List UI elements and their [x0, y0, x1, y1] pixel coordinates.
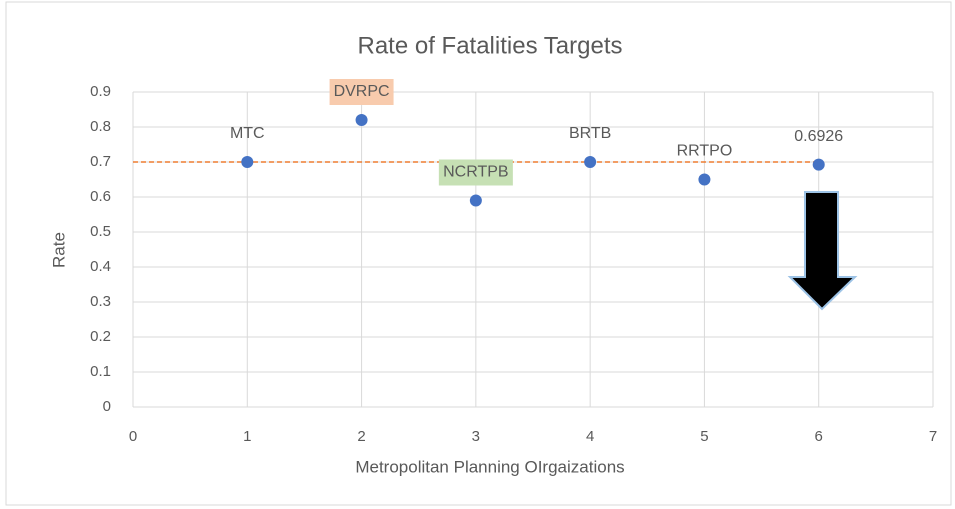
- chart-title: Rate of Fatalities Targets: [357, 32, 622, 59]
- y-axis-label: Rate: [49, 232, 68, 268]
- x-tick-label: 5: [700, 428, 708, 445]
- point: [584, 156, 597, 168]
- point: [812, 158, 825, 171]
- x-tick-label: 1: [243, 428, 251, 445]
- x-axis-label: Metropolitan Planning OIrgaizations: [355, 457, 624, 476]
- y-tick-label: 0: [103, 398, 111, 415]
- x-tick-label: 2: [357, 428, 365, 445]
- arrow-shape: [787, 191, 858, 311]
- down-arrow: [787, 191, 858, 311]
- y-tick-label: 0.3: [90, 293, 111, 310]
- y-tick-label: 0.9: [90, 83, 111, 100]
- point: [469, 194, 482, 207]
- data-label: 0.6926: [794, 128, 843, 145]
- x-tick-label: 0: [129, 428, 137, 445]
- data-label: DVRPC: [334, 83, 390, 100]
- point: [698, 173, 711, 186]
- label-box: [329, 79, 394, 105]
- y-tick-label: 0.4: [90, 258, 111, 275]
- label-box: [438, 159, 513, 186]
- y-tick-label: 0.1: [90, 363, 111, 380]
- x-tick-label: 7: [929, 428, 937, 445]
- y-tick-label: 0.6: [90, 188, 111, 205]
- data-label: RRTPO: [677, 143, 733, 160]
- x-tick-label: 6: [815, 428, 823, 445]
- data-label: BRTB: [569, 125, 611, 142]
- point: [241, 156, 254, 168]
- chart-frame: [5, 1, 952, 506]
- x-tick-label: 4: [586, 428, 594, 445]
- x-tick-label: 3: [472, 428, 480, 445]
- y-tick-label: 0.2: [90, 328, 111, 345]
- y-tick-label: 0.7: [90, 153, 111, 170]
- data-label: NCRTPB: [443, 164, 509, 181]
- y-tick-label: 0.5: [90, 223, 111, 240]
- data-label: MTC: [230, 125, 265, 142]
- y-tick-label: 0.8: [90, 118, 111, 135]
- point: [355, 114, 368, 126]
